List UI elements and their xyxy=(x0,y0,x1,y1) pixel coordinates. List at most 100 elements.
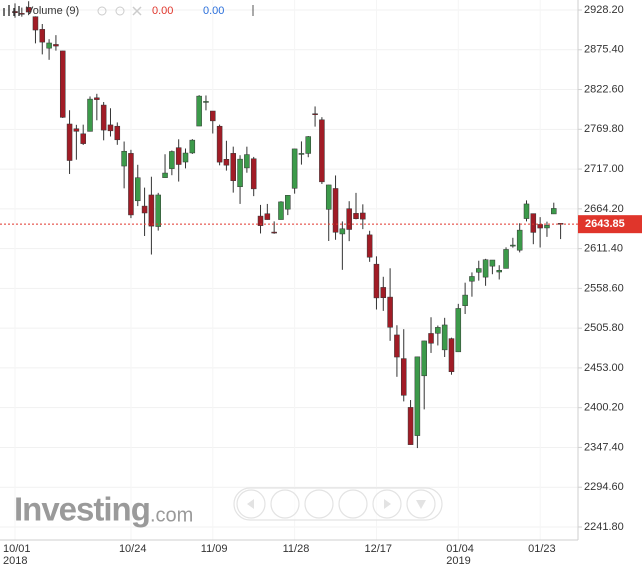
y-tick-label: 2453.00 xyxy=(584,362,624,374)
candle-body xyxy=(237,158,243,188)
candle-body xyxy=(66,123,73,161)
candle-body xyxy=(428,333,434,344)
candle-body xyxy=(496,270,502,273)
candle-body xyxy=(503,249,509,269)
candle-body xyxy=(325,184,332,210)
nav-left[interactable] xyxy=(236,489,266,519)
candle-body xyxy=(121,150,127,167)
x-year-label: 2019 xyxy=(446,555,470,566)
candle-body xyxy=(544,225,550,229)
candle-body xyxy=(455,308,462,353)
candle-body xyxy=(19,13,25,15)
y-tick-label: 2294.60 xyxy=(584,481,624,493)
candle-body xyxy=(12,11,18,13)
candle-body xyxy=(257,215,264,226)
candle-body xyxy=(203,101,209,103)
candle-body xyxy=(298,153,305,155)
close-icon[interactable] xyxy=(132,6,142,16)
candle-body xyxy=(182,152,189,163)
candle-body xyxy=(278,201,284,220)
last-price-box xyxy=(578,215,642,234)
candle-body xyxy=(421,340,427,377)
candle-body xyxy=(87,98,93,132)
candle-body xyxy=(230,153,236,181)
candle-body xyxy=(394,334,400,358)
x-tick-label: 01/04 xyxy=(446,543,474,555)
nav-reset[interactable] xyxy=(304,489,334,519)
y-tick-label: 2611.40 xyxy=(584,243,623,255)
legend: Volume (9) 0.00 0.00 xyxy=(3,5,254,17)
watermark-brand: Investing xyxy=(14,491,150,528)
candle-body xyxy=(271,231,277,234)
legend-value-b: 0.00 xyxy=(203,5,224,17)
candle-body xyxy=(435,327,441,334)
candle-body xyxy=(244,154,250,169)
candle-body xyxy=(530,213,537,233)
settings-icon[interactable] xyxy=(115,6,125,16)
candle-body xyxy=(223,159,230,166)
nav-down[interactable] xyxy=(406,489,436,519)
candle-body xyxy=(537,224,543,229)
candle-body xyxy=(155,194,161,227)
candle-body xyxy=(523,203,530,219)
x-year-label: 2018 xyxy=(3,555,27,566)
candle-body xyxy=(94,97,100,100)
candle-body xyxy=(353,213,359,219)
candle-body xyxy=(107,124,114,132)
y-tick-label: 2875.40 xyxy=(584,44,624,56)
nav-zoom-out[interactable] xyxy=(338,489,368,519)
nav-zoom-in[interactable] xyxy=(270,489,300,519)
y-tick-label: 2822.60 xyxy=(584,83,624,95)
candle-body xyxy=(510,244,516,247)
y-tick-label: 2505.80 xyxy=(584,322,624,334)
candle-body xyxy=(114,125,121,141)
candle-body xyxy=(128,153,134,216)
grid xyxy=(0,9,582,528)
candle-body xyxy=(366,234,373,258)
candle-body xyxy=(380,287,387,298)
candle-body xyxy=(482,259,489,278)
candle-body xyxy=(476,268,482,273)
y-tick-label: 2347.40 xyxy=(584,441,624,453)
candle-body xyxy=(319,119,325,183)
candles xyxy=(12,1,564,449)
candle-body xyxy=(373,263,380,299)
candle-body xyxy=(141,205,148,214)
nav-buttons xyxy=(233,487,443,521)
candle-body xyxy=(346,208,352,230)
candle-body xyxy=(25,7,32,13)
candle-body xyxy=(73,128,80,132)
candle-body xyxy=(250,158,257,190)
candle-body xyxy=(285,195,291,210)
candle-body xyxy=(407,407,414,445)
watermark-suffix: .com xyxy=(150,504,193,526)
candle-body xyxy=(216,125,223,163)
candle-body xyxy=(291,148,298,189)
candle-body xyxy=(189,139,196,154)
candle-body xyxy=(305,136,312,154)
candle-body xyxy=(196,95,202,127)
x-tick-label: 12/17 xyxy=(364,543,392,555)
candle-body xyxy=(312,113,318,115)
candle-body xyxy=(332,188,339,233)
candle-body xyxy=(448,338,455,373)
nav-right[interactable] xyxy=(372,489,402,519)
x-tick-label: 10/01 xyxy=(3,543,31,555)
legend-value-a: 0.00 xyxy=(152,5,173,17)
candle-body xyxy=(462,294,468,306)
candle-body xyxy=(489,259,496,267)
legend-indicator: Volume (9) xyxy=(26,5,79,17)
candle-body xyxy=(360,212,366,220)
candle-body xyxy=(46,42,52,49)
candle-body xyxy=(400,358,407,396)
y-tick-label: 2769.80 xyxy=(584,123,624,135)
y-tick-label: 2928.20 xyxy=(584,4,624,16)
candle-body xyxy=(53,44,59,47)
x-tick-label: 11/28 xyxy=(283,543,310,555)
candle-body xyxy=(162,172,168,178)
visibility-icon[interactable] xyxy=(97,6,107,16)
candle-body xyxy=(516,229,523,251)
y-tick-label: 2664.20 xyxy=(584,203,624,215)
